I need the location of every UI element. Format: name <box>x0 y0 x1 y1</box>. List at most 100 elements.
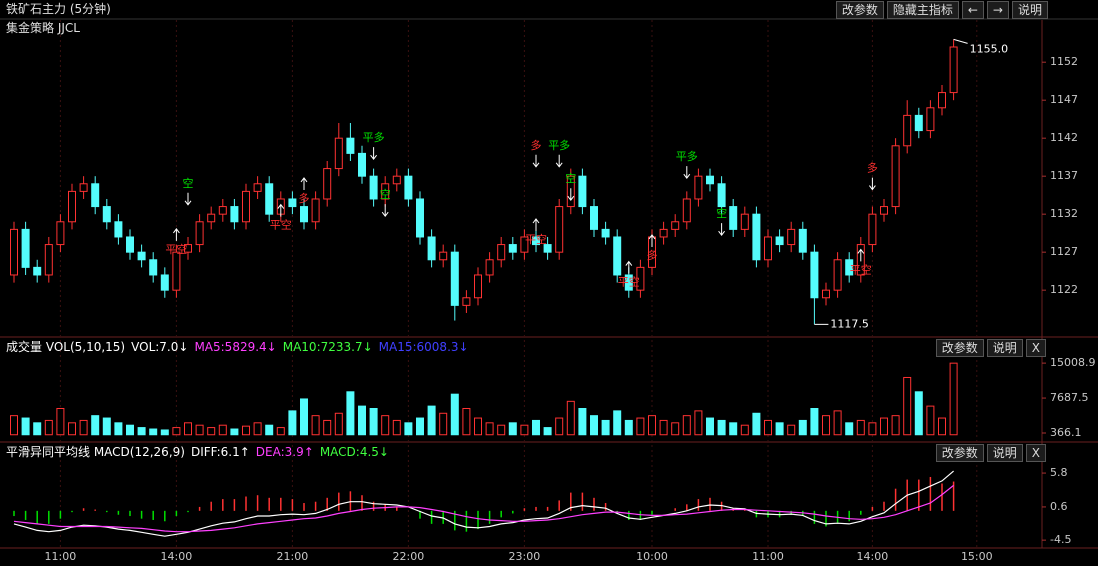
volume-bar <box>369 408 378 436</box>
candle-body <box>508 244 517 253</box>
volume-bar <box>949 362 958 436</box>
candle-body <box>416 198 424 238</box>
volume-header: 成交量 VOL(5,10,15) VOL:7.0↓ MA5:5829.4↓ MA10:… <box>6 339 475 355</box>
button[interactable]: 改参数 <box>935 444 984 462</box>
button[interactable]: 说明 <box>1011 1 1048 19</box>
volume-bar <box>253 422 262 436</box>
button[interactable]: 隐藏主指标 <box>886 1 959 19</box>
candle-body <box>172 251 181 291</box>
signal-label: 平多 <box>548 138 570 152</box>
candle-body <box>381 183 390 200</box>
signal-label: 平空 <box>165 242 187 256</box>
volume-bar <box>10 415 18 436</box>
candle-body <box>474 274 482 299</box>
signal-arrow <box>683 166 691 180</box>
candle-body <box>56 221 65 246</box>
y-tick-label: 1132 <box>1050 207 1078 220</box>
candle-body <box>102 206 111 223</box>
signal-label: 平空 <box>270 218 292 232</box>
volume-bar <box>184 422 192 436</box>
candle-body <box>450 251 459 306</box>
legend-item: MA5:5829.4↓ <box>194 340 277 354</box>
volume-bar <box>137 427 146 436</box>
candle-body <box>903 114 912 147</box>
candle-body <box>218 206 227 215</box>
volume-bar <box>450 393 459 436</box>
button[interactable]: → <box>986 1 1009 19</box>
button[interactable]: ← <box>961 1 984 19</box>
volume-bar <box>938 417 946 436</box>
candle-body <box>891 145 900 208</box>
volume-bar <box>891 415 900 436</box>
candle-body <box>880 206 888 215</box>
volume-bar <box>601 419 610 436</box>
volume-bar <box>207 427 216 436</box>
volume-bar <box>56 408 65 436</box>
button[interactable]: 说明 <box>986 444 1023 462</box>
candle-body <box>358 152 366 177</box>
volume-bar <box>787 424 796 436</box>
volume-bar <box>764 419 772 436</box>
candle-body <box>323 168 332 200</box>
y-tick-label: 1127 <box>1050 245 1078 258</box>
candle-body <box>543 244 552 253</box>
signal-label: 空 <box>565 171 576 185</box>
signal-label: 平多 <box>676 149 698 163</box>
volume-bar <box>311 415 320 436</box>
button[interactable]: 改参数 <box>835 1 884 19</box>
y-tick-label: 1142 <box>1050 131 1078 144</box>
volume-bar <box>624 419 633 436</box>
candle-body <box>404 175 413 200</box>
candle-body <box>137 251 146 261</box>
button[interactable]: 改参数 <box>935 339 984 357</box>
signal-arrow <box>869 177 876 191</box>
signal-label: 多 <box>531 138 542 152</box>
candle-body <box>427 236 436 261</box>
volume-bar <box>404 422 413 436</box>
candle-body <box>798 228 807 253</box>
candle-body <box>242 190 250 223</box>
y-tick-label: 1122 <box>1050 283 1078 296</box>
extreme-pointer <box>953 38 968 44</box>
candle-body <box>787 228 796 246</box>
volume-bar <box>358 405 366 436</box>
volume-bar <box>474 417 482 436</box>
candle-body <box>717 183 726 208</box>
volume-bar <box>242 425 250 436</box>
candle-body <box>833 259 842 291</box>
candle-body <box>520 236 529 253</box>
volume-bar <box>682 415 691 436</box>
signal-arrow <box>857 248 865 262</box>
volume-bar <box>485 422 494 436</box>
candle-body <box>764 236 772 261</box>
candle-body <box>311 198 320 223</box>
volume-bar <box>914 391 923 436</box>
candle-body <box>926 107 935 132</box>
button[interactable]: 说明 <box>986 339 1023 357</box>
volume-bar <box>126 424 134 436</box>
volume-bar <box>288 410 297 436</box>
button[interactable]: X <box>1025 444 1046 462</box>
signal-arrow <box>300 177 308 190</box>
volume-bar <box>880 417 888 436</box>
candle-body <box>938 92 946 109</box>
candle-body <box>578 175 587 208</box>
signal-arrow <box>277 203 285 217</box>
volume-bar <box>323 419 332 436</box>
candle-body <box>555 206 564 253</box>
candle-body <box>601 228 610 238</box>
volume-bar <box>195 424 204 436</box>
signal-arrow <box>648 234 656 247</box>
legend-item: MA10:7233.7↓ <box>282 340 373 354</box>
signal-label: 多 <box>299 191 310 205</box>
extreme-label: 1117.5 <box>830 317 869 330</box>
volume-bar <box>740 424 749 436</box>
signal-arrow <box>381 204 389 218</box>
candle-body <box>253 183 262 192</box>
x-tick-label: 11:00 <box>45 550 77 563</box>
volume-bar <box>114 422 123 436</box>
button[interactable]: X <box>1025 339 1046 357</box>
volume-bar <box>300 398 308 436</box>
volume-bar <box>752 412 761 436</box>
